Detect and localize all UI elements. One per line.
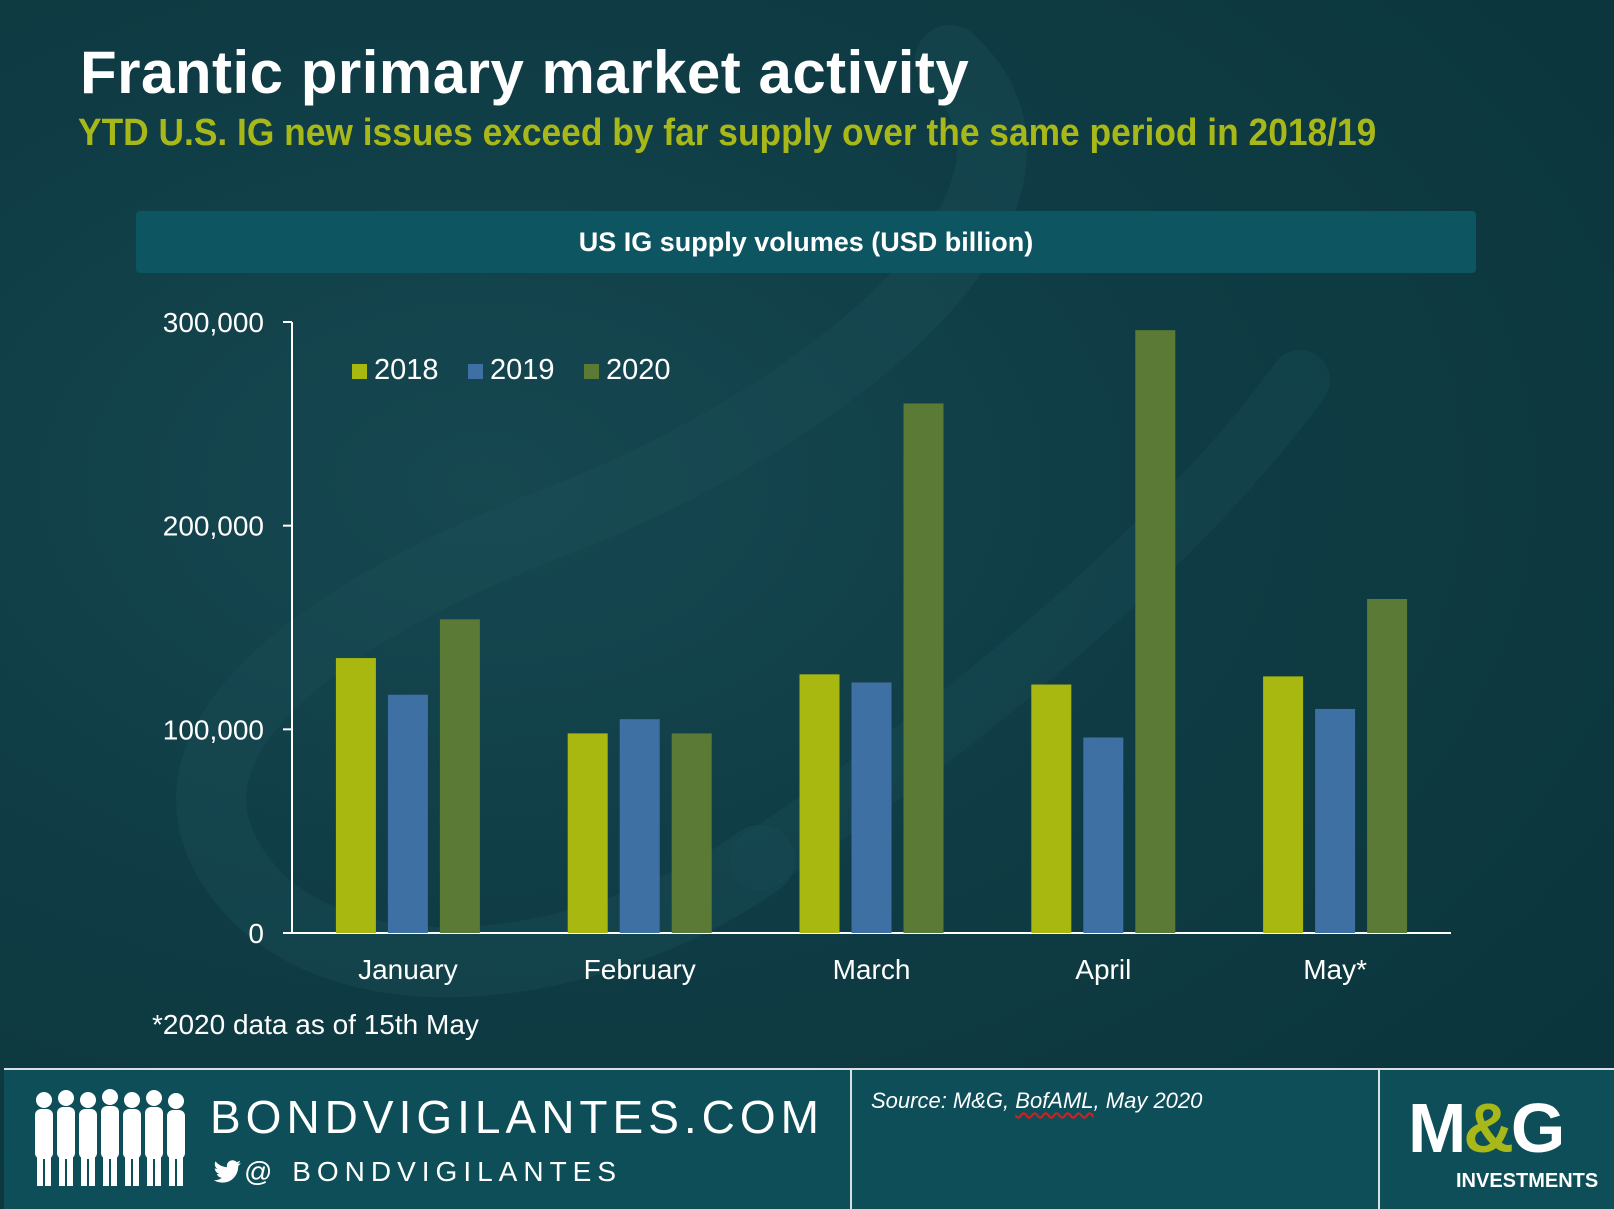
logo-letter-g: G (1510, 1089, 1565, 1167)
bar-chart: January February March April May* 0 100,000 20… (163, 307, 1451, 985)
source-suffix: , May 2020 (1093, 1088, 1203, 1113)
bar-2018-February (567, 733, 608, 933)
legend-label-2020: 2020 (606, 354, 671, 386)
footer-divider-right (1378, 1070, 1380, 1209)
logo-mark: M&G (1408, 1088, 1565, 1168)
y-tick-label: 100,000 (163, 714, 264, 745)
y-tick-label: 300,000 (163, 307, 264, 338)
bar-2018-March (799, 674, 840, 933)
source-note: Source: M&G, BofAML, May 2020 (871, 1088, 1202, 1114)
x-tick-label: May* (1303, 954, 1367, 985)
footnote: *2020 data as of 15th May (152, 1009, 479, 1040)
bar-2020-May (1367, 598, 1408, 933)
chart-bars (335, 330, 1408, 933)
legend-label-2019: 2019 (490, 354, 555, 386)
twitter-handle[interactable]: @ BONDVIGILANTES (244, 1156, 623, 1187)
bar-2019-March (851, 682, 892, 933)
chart-legend: 2018 2019 2020 (352, 354, 671, 386)
bar-2020-April (1135, 330, 1176, 933)
footer-bar: BONDVIGILANTES.COM @ BONDVIGILANTES Sour… (4, 1068, 1614, 1209)
bar-2020-March (903, 403, 944, 933)
bar-2020-January (439, 619, 480, 933)
x-tick-label: April (1075, 954, 1131, 985)
bar-2019-February (619, 719, 660, 933)
mg-investments-logo: M&G INVESTMENTS (1408, 1088, 1598, 1200)
twitter-row[interactable]: @ BONDVIGILANTES (214, 1156, 622, 1188)
chart-title-banner: US IG supply volumes (USD billion) (136, 211, 1476, 273)
x-axis-labels: January February March April May* (358, 954, 1367, 985)
logo-ampersand: & (1463, 1089, 1514, 1167)
logo-letter-m: M (1408, 1089, 1466, 1167)
bar-2018-January (335, 658, 376, 933)
legend-label-2018: 2018 (374, 354, 439, 386)
x-tick-label: February (584, 954, 696, 985)
x-tick-label: March (833, 954, 911, 985)
bar-2020-February (671, 733, 712, 933)
source-prefix: Source: M&G, (871, 1088, 1016, 1113)
bar-2019-May (1315, 708, 1356, 933)
bar-2018-April (1031, 684, 1072, 933)
legend-swatch-2019 (468, 364, 483, 379)
y-tick-label: 200,000 (163, 511, 264, 542)
twitter-bird-icon (214, 1160, 241, 1183)
x-tick-label: January (358, 954, 458, 985)
chart-title: US IG supply volumes (USD billion) (578, 226, 1034, 257)
legend-swatch-2018 (352, 364, 367, 379)
page-subtitle: YTD U.S. IG new issues exceed by far sup… (78, 112, 1377, 154)
logo-subtitle: INVESTMENTS (1456, 1170, 1599, 1192)
bar-2019-April (1083, 737, 1124, 933)
bar-2018-May (1263, 676, 1304, 933)
source-underlined: BofAML (1015, 1088, 1094, 1113)
footer-divider-left (850, 1070, 852, 1209)
y-tick-label: 0 (248, 918, 264, 949)
bar-2019-January (387, 694, 428, 933)
people-silhouettes-icon (35, 1089, 185, 1186)
page-title: Frantic primary market activity (80, 39, 970, 106)
site-name[interactable]: BONDVIGILANTES.COM (210, 1091, 824, 1143)
y-axis-labels: 0 100,000 200,000 300,000 (163, 307, 264, 949)
legend-swatch-2020 (584, 364, 599, 379)
